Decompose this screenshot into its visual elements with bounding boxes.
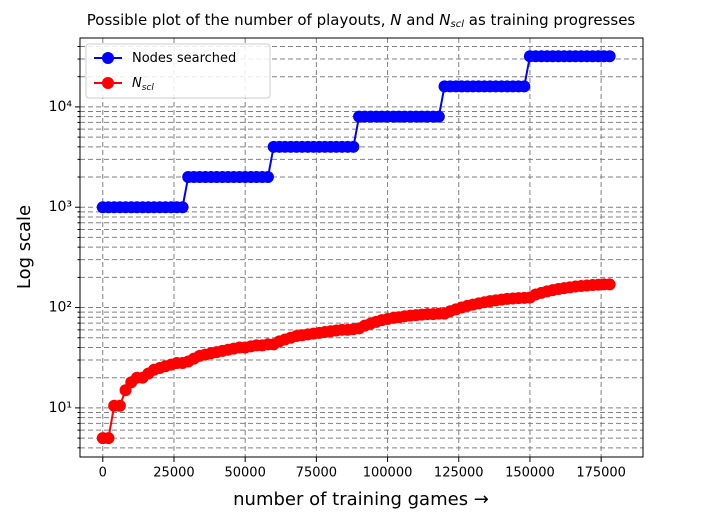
data-point — [432, 110, 445, 123]
data-point — [518, 80, 531, 93]
x-tick-label: 75000 — [296, 466, 337, 481]
y-tick-label: 10² — [49, 300, 72, 316]
chart-title: Possible plot of the number of playouts,… — [87, 11, 636, 31]
x-tick-label: 25000 — [153, 466, 194, 481]
legend-name: Nodes searched — [132, 51, 236, 66]
x-axis-label: number of training games → — [233, 489, 489, 510]
legend-name: N — [132, 76, 142, 91]
data-point — [347, 140, 360, 153]
legend-marker — [102, 52, 114, 64]
title-part: and — [402, 11, 440, 29]
title-part: N — [390, 11, 401, 29]
data-point — [176, 201, 189, 214]
y-tick-label: 10⁴ — [49, 99, 73, 115]
data-point — [603, 50, 616, 63]
y-axis-label: Log scale — [14, 205, 35, 289]
data-point — [113, 399, 126, 412]
title-part: scl — [451, 19, 465, 30]
title-part: N — [439, 11, 450, 29]
x-tick-label: 175000 — [576, 466, 626, 481]
data-point — [102, 432, 115, 445]
x-tick-label: 100000 — [363, 466, 413, 481]
y-tick-label: 10¹ — [49, 400, 72, 416]
y-tick-label: 10³ — [49, 199, 72, 215]
legend-marker — [102, 77, 114, 89]
data-point — [603, 278, 616, 291]
title-part: Possible plot of the number of playouts, — [87, 11, 391, 29]
data-point — [261, 171, 274, 184]
x-tick-label: 125000 — [434, 466, 484, 481]
legend-label: Nscl — [132, 76, 154, 93]
legend-name-sub: scl — [142, 83, 155, 93]
x-tick-label: 50000 — [224, 466, 265, 481]
x-tick-label: 0 — [99, 466, 107, 481]
title-part: as training progresses — [464, 11, 635, 29]
plot-frame — [79, 37, 644, 458]
x-tick-label: 150000 — [505, 466, 555, 481]
legend-label: Nodes searched — [132, 51, 236, 66]
legend-box — [85, 43, 271, 99]
